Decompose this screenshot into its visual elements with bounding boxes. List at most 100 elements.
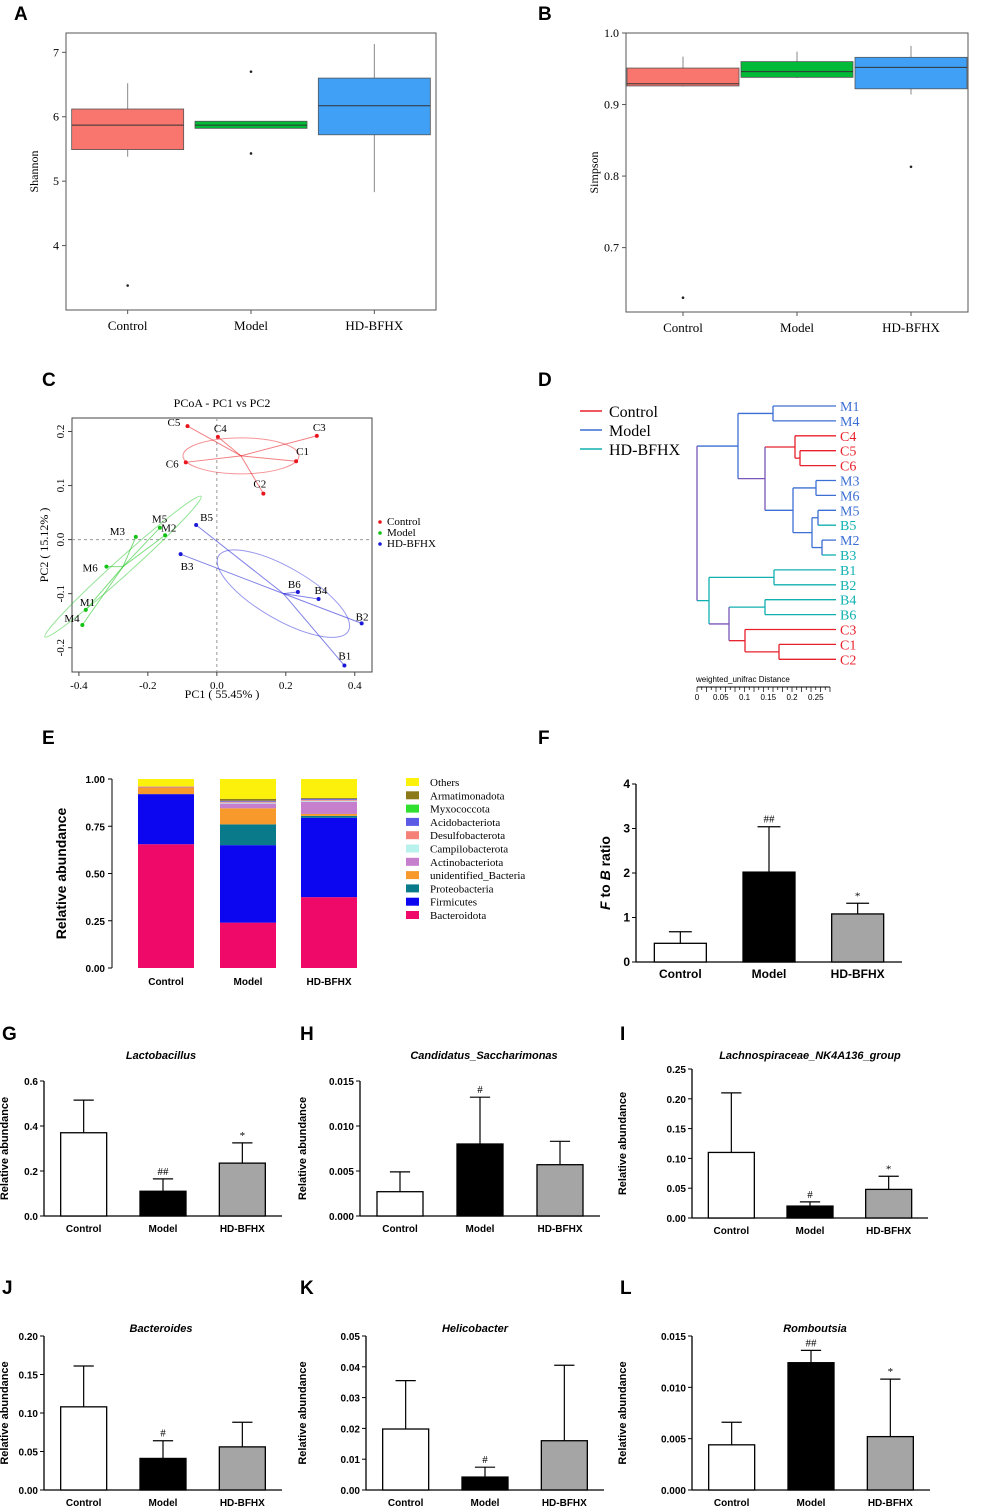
y-axis-label-part: to	[597, 880, 613, 901]
x-tick-label: Model	[149, 1224, 178, 1235]
centroid-spoke	[283, 593, 319, 600]
significance-mark: #	[807, 1189, 813, 1201]
bar-Model	[742, 871, 796, 963]
point-label: B5	[200, 512, 213, 524]
significance-mark: #	[477, 1084, 483, 1096]
boxplot-B: 0.7 0.8 0.9 1.0 Control Model HD-BFHX Simpson	[587, 26, 969, 335]
y-tick-label: 0.4	[24, 1122, 38, 1133]
y-axis-label: Relative abundance	[617, 1361, 629, 1464]
outlier-point	[126, 284, 129, 287]
y-tick-label: 0.00	[86, 964, 106, 975]
x-tick-label: Model	[149, 1498, 178, 1509]
bar-Control	[60, 1132, 108, 1217]
centroid-spoke	[240, 455, 297, 462]
bar-HD-BFHX	[218, 1446, 266, 1491]
box-Control	[626, 67, 740, 87]
legend-dot	[378, 531, 382, 535]
y-tick-label: 0.25	[667, 1065, 687, 1076]
x-tick-label: Control	[148, 977, 184, 988]
y-tick-label: 0.05	[19, 1448, 39, 1459]
leaf-label-C3: C3	[840, 624, 856, 639]
y-axis-label: F to B ratio	[597, 836, 613, 910]
x-tick-label: HD-BFHX	[345, 318, 403, 333]
bar-segment-Acidobacteriota	[220, 800, 276, 802]
y-tick-label: 0.20	[667, 1095, 687, 1106]
significance-mark: *	[855, 890, 861, 902]
y-axis-label-part: B	[597, 870, 613, 880]
leaf-label-M6: M6	[840, 489, 859, 504]
box-HD-BFHX	[317, 77, 431, 136]
legend-label: Control	[609, 404, 658, 421]
bar-chart-F: 0 1 2 3 4 Control ## Model * HD-BFHX F to B ratio	[597, 777, 902, 981]
leaf-label-M5: M5	[840, 504, 859, 519]
significance-mark: *	[886, 1163, 892, 1175]
y-tick-label: 4	[623, 777, 630, 791]
point-label: M2	[161, 522, 176, 534]
bar-segment-Actinobacteriota	[220, 803, 276, 809]
panel-label-G: G	[2, 1024, 17, 1045]
y-axis-label: Simpson	[587, 151, 601, 193]
point-label: B6	[288, 579, 301, 591]
y-tick-label: 0.015	[329, 1077, 354, 1088]
scale-tick-label: 0.1	[739, 693, 751, 702]
scale-tick-label: 0	[695, 693, 700, 702]
bar-segment-Campilobacterota	[220, 802, 276, 804]
y-tick-label: 0.05	[341, 1332, 361, 1343]
bar-segment-Armatimonadota	[301, 797, 357, 799]
x-tick-label: Model	[234, 318, 268, 333]
significance-mark: *	[240, 1130, 246, 1142]
leaf-label-B4: B4	[840, 594, 856, 609]
sample-point-B6	[295, 590, 300, 595]
x-tick-label: Model	[471, 1498, 500, 1509]
y-tick-label: 0.10	[19, 1409, 39, 1420]
x-tick-label: Model	[780, 320, 814, 335]
bar-segment-Bacteroidota	[301, 897, 357, 968]
x-tick-label: 0.2	[279, 680, 293, 692]
leaf-label-C4: C4	[840, 430, 856, 445]
y-tick-label: 0.50	[86, 870, 106, 881]
legend-label: unidentified_Bacteria	[430, 870, 525, 882]
legend-label: Campilobacterota	[430, 844, 508, 856]
y-tick-label: 0.03	[341, 1394, 361, 1405]
y-axis-label: Relative abundance	[617, 1092, 629, 1195]
y-tick-label: 0.00	[341, 1486, 361, 1497]
significance-mark: #	[160, 1428, 166, 1440]
sample-point-B3	[178, 552, 183, 557]
x-tick-label: Control	[714, 1226, 750, 1237]
bar-Model	[139, 1190, 187, 1217]
legend-swatch-Firmicutes	[406, 897, 419, 906]
stacked-bar-chart: 0.00 0.25 0.50 0.75 1.00 Relative abundance Co…	[53, 775, 525, 988]
y-tick-label: 0.75	[86, 822, 106, 833]
x-tick-label: -0.4	[70, 680, 88, 692]
y-tick-label: 0.8	[604, 169, 619, 183]
leaf-label-M4: M4	[840, 415, 859, 430]
x-tick-label: 0.4	[348, 680, 362, 692]
centroid-spoke	[81, 566, 124, 626]
x-axis-label: PC1 ( 55.45% )	[185, 687, 260, 701]
bar-segment-Firmicutes	[301, 817, 357, 898]
bar-segment-Desulfobacterota	[301, 799, 357, 801]
x-tick-label: HD-BFHX	[220, 1224, 265, 1235]
bar-HD-BFHX	[831, 913, 885, 963]
y-tick-label: 3	[623, 822, 630, 836]
y-tick-label: 0.000	[661, 1486, 686, 1497]
y-tick-label: 0.005	[661, 1435, 686, 1446]
leaf-label-C6: C6	[840, 460, 856, 475]
bar-HD-BFHX	[866, 1435, 914, 1491]
box-Model	[740, 61, 854, 78]
centroid-spoke	[282, 593, 345, 666]
point-label: C6	[166, 458, 179, 470]
centroid-spoke	[122, 534, 166, 568]
y-tick-label: -0.1	[55, 585, 67, 602]
significance-mark: ##	[764, 814, 776, 826]
bar-segment-Acidobacteriota	[301, 798, 357, 800]
y-tick-label: 0.005	[329, 1167, 354, 1178]
bar-chart-G: 0.0 0.2 0.4 0.6 Control ## Model * HD-BFHX Lactob…	[0, 1050, 282, 1235]
scale-tick-label: 0.15	[760, 693, 776, 702]
panel-label-A: A	[14, 4, 28, 25]
centroid-spoke	[185, 455, 242, 463]
leaf-label-B6: B6	[840, 609, 856, 624]
sample-point-M2	[163, 533, 168, 538]
bar-segment-Actinobacteriota	[301, 801, 357, 814]
